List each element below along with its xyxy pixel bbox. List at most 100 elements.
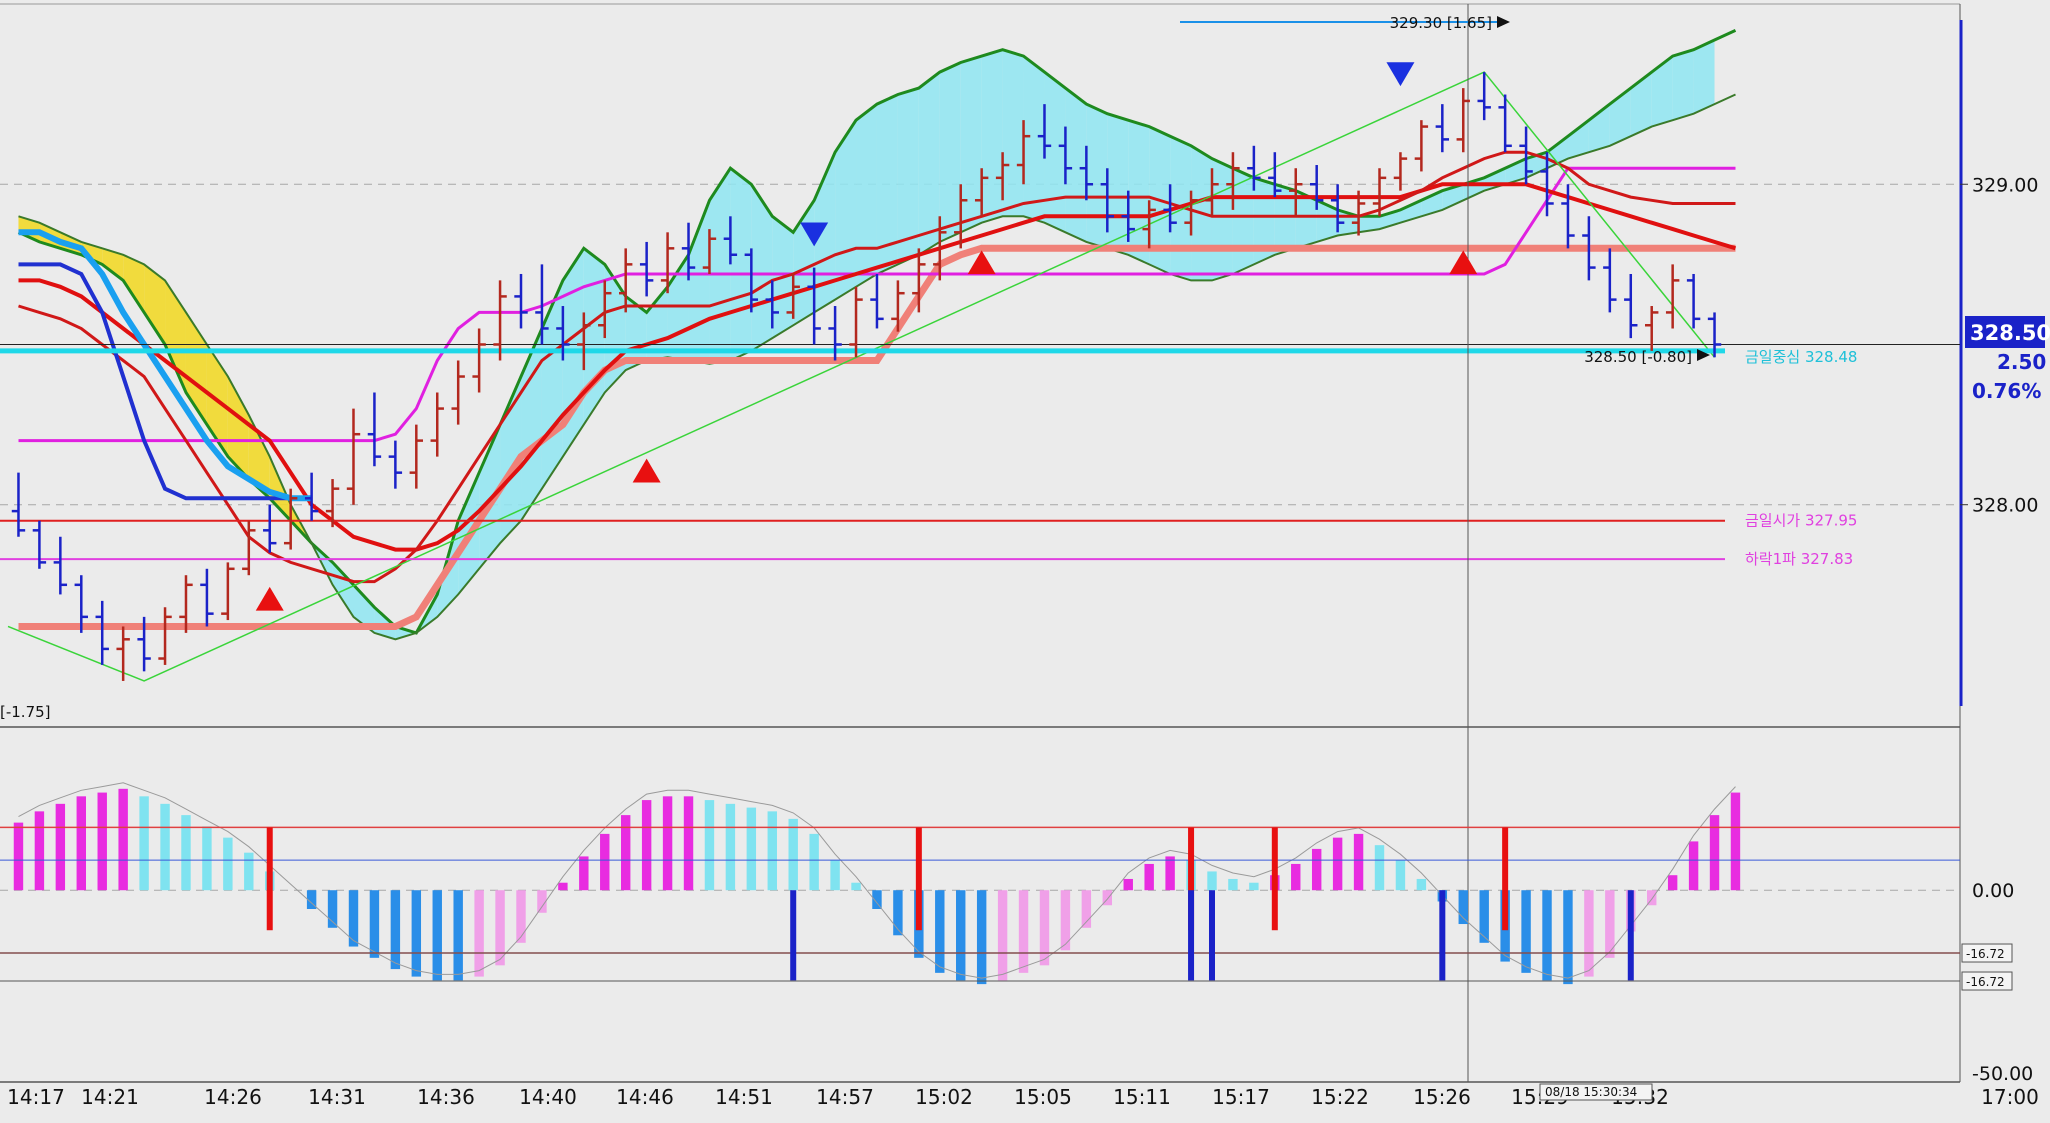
osc-envelope-line xyxy=(18,782,1736,979)
osc-bar xyxy=(411,890,422,977)
candles-layer xyxy=(11,72,1722,681)
osc-bar xyxy=(1458,890,1468,925)
osc-level-box-2 xyxy=(1961,971,2013,991)
time-tick-label: 14:31 xyxy=(308,1085,366,1109)
cloud-segment xyxy=(1609,88,1631,146)
osc-marker-bar xyxy=(1439,890,1446,981)
osc-bar xyxy=(306,890,317,909)
osc-bar xyxy=(160,803,170,891)
osc-bar xyxy=(1584,890,1594,977)
osc-bar xyxy=(1291,863,1301,891)
price-change-pct-label: 0.76% xyxy=(1972,379,2041,403)
osc-bar xyxy=(139,796,149,891)
signal-triangle-up xyxy=(967,250,996,275)
osc-bar xyxy=(202,826,212,891)
ref-label-wave: 하락1파 327.83 xyxy=(1745,550,1853,568)
time-tick-label: 14:40 xyxy=(519,1085,577,1109)
osc-bar xyxy=(1647,890,1657,906)
osc-bar xyxy=(327,890,338,928)
osc-bar xyxy=(1228,878,1238,891)
cloud-segment xyxy=(353,584,375,633)
cloud-segment xyxy=(1588,104,1610,153)
last-price-annotation: 328.50 [-0.80] xyxy=(1584,348,1692,366)
osc-marker-bar xyxy=(1627,890,1634,981)
base-line xyxy=(18,182,1737,552)
signal-triangle-up xyxy=(632,458,661,483)
osc-bar xyxy=(1018,890,1029,973)
osc-bar xyxy=(76,796,86,891)
osc-bar xyxy=(1395,860,1406,891)
cloud-segment xyxy=(1379,209,1401,230)
osc-bar xyxy=(1374,845,1385,891)
high-annotation: 329.30 [1.65] xyxy=(1390,14,1492,32)
osc-bar xyxy=(55,803,66,891)
osc-bar xyxy=(1416,878,1427,891)
cloud-segment xyxy=(876,94,898,274)
cloud-segment xyxy=(960,56,982,233)
cloud-segment xyxy=(395,626,417,640)
time-tick-label: 15:26 xyxy=(1413,1085,1471,1109)
osc-bar xyxy=(1081,890,1092,928)
osc-bar xyxy=(516,890,526,943)
blue-band-line xyxy=(18,229,312,502)
osc-bar xyxy=(432,890,442,981)
osc-bar xyxy=(1730,792,1741,891)
cloud-upper-line xyxy=(17,29,1737,635)
cloud-segment xyxy=(1044,72,1066,233)
time-tick-label: 14:21 xyxy=(81,1085,139,1109)
osc-bar xyxy=(1207,871,1217,891)
cloud-segment xyxy=(1316,200,1338,242)
cloud-segment xyxy=(1358,216,1380,233)
time-tick-label: 14:17 xyxy=(7,1085,65,1109)
cloud-segment xyxy=(1505,158,1527,185)
osc-bar xyxy=(935,890,945,973)
osc-bar xyxy=(34,811,45,891)
osc-bar xyxy=(118,788,128,891)
osc-bar xyxy=(1060,890,1071,951)
osc-bar xyxy=(453,890,463,981)
cloud-segment xyxy=(479,424,501,569)
cloud-segment xyxy=(730,168,752,361)
osc-marker-bar xyxy=(790,890,797,981)
cloud-segment xyxy=(1421,190,1443,217)
time-tick-label: 14:57 xyxy=(816,1085,874,1109)
cloud-segment xyxy=(751,184,773,351)
osc-bar xyxy=(1542,890,1552,981)
osc-bar xyxy=(390,890,401,970)
cursor-time-label: 08/18 15:30:34 xyxy=(1545,1085,1637,1099)
current-price-label: 328.50 xyxy=(1970,321,2050,345)
osc-bar xyxy=(1521,890,1531,973)
osc-tick-label: 0.00 xyxy=(1972,880,2014,902)
osc-bar xyxy=(893,890,903,936)
cloud-segment xyxy=(1274,184,1296,255)
osc-bar xyxy=(683,796,694,891)
osc-marker-bar xyxy=(1502,827,1509,931)
osc-bar xyxy=(13,822,24,891)
osc-bar xyxy=(1605,890,1615,958)
osc-bar xyxy=(704,800,715,891)
cloud-segment xyxy=(856,104,877,287)
time-tick-label: 15:05 xyxy=(1014,1085,1072,1109)
cloud-segment xyxy=(227,376,249,480)
osc-bar xyxy=(620,815,631,891)
time-tick-label: 15:11 xyxy=(1113,1085,1171,1109)
cloud-layer xyxy=(17,29,1737,641)
time-tick-label: 15:17 xyxy=(1212,1085,1270,1109)
osc-bar xyxy=(348,890,359,947)
zigzag-line xyxy=(7,71,1716,682)
osc-marker-bar xyxy=(915,827,922,931)
osc-bar xyxy=(1688,841,1699,891)
signal-triangle-down xyxy=(1386,62,1415,87)
cloud-segment xyxy=(1211,158,1233,281)
osc-bar xyxy=(725,803,736,891)
osc-bar xyxy=(997,890,1008,981)
osc-bar xyxy=(872,890,882,909)
signal-triangle-up xyxy=(255,586,284,611)
time-tick-label: 15:02 xyxy=(915,1085,973,1109)
osc-bar xyxy=(1249,882,1259,891)
time-tick-label: 14:36 xyxy=(417,1085,475,1109)
current-price-badge xyxy=(1965,316,2045,348)
osc-bar xyxy=(641,800,652,891)
osc-bar xyxy=(1332,837,1343,891)
cursor-time-box xyxy=(1539,1083,1653,1101)
